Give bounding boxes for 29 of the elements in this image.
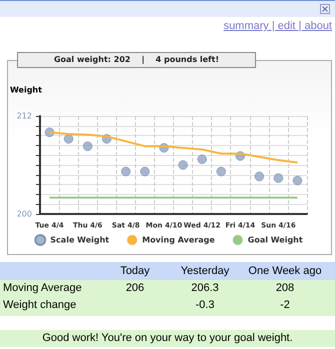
point bbox=[82, 141, 92, 151]
y-tick-label: 212 bbox=[16, 112, 32, 120]
text: 208 bbox=[274, 282, 296, 294]
text: One Week ago bbox=[247, 265, 323, 277]
point bbox=[254, 172, 264, 182]
point bbox=[140, 166, 150, 176]
legend-label: Scale Weight bbox=[50, 236, 110, 244]
point bbox=[64, 134, 74, 144]
text: Weight change bbox=[3, 299, 78, 311]
text: summary | edit | about bbox=[224, 20, 332, 32]
text: Today bbox=[119, 265, 151, 277]
point bbox=[178, 160, 188, 170]
text: Yesterday bbox=[180, 265, 230, 277]
point bbox=[197, 154, 207, 164]
text: Moving Average bbox=[3, 282, 83, 294]
point bbox=[216, 166, 226, 176]
text: 206 bbox=[124, 282, 146, 294]
text: -2 bbox=[279, 299, 291, 311]
point bbox=[274, 173, 284, 183]
legend-label: Moving Average bbox=[142, 236, 216, 244]
y-axis-title: Weight bbox=[10, 86, 42, 94]
chart-subtitle: Goal weight: 202 | 4 pounds left! bbox=[17, 52, 256, 68]
point bbox=[121, 166, 131, 176]
text: Good work! You're on your way to your goal weight. bbox=[0, 330, 335, 347]
legend-label: Goal Weight bbox=[248, 236, 303, 244]
point bbox=[292, 176, 302, 186]
y-tick-label: 200 bbox=[16, 210, 32, 218]
text: -0.3 bbox=[194, 299, 216, 311]
text: 206.3 bbox=[190, 282, 220, 294]
